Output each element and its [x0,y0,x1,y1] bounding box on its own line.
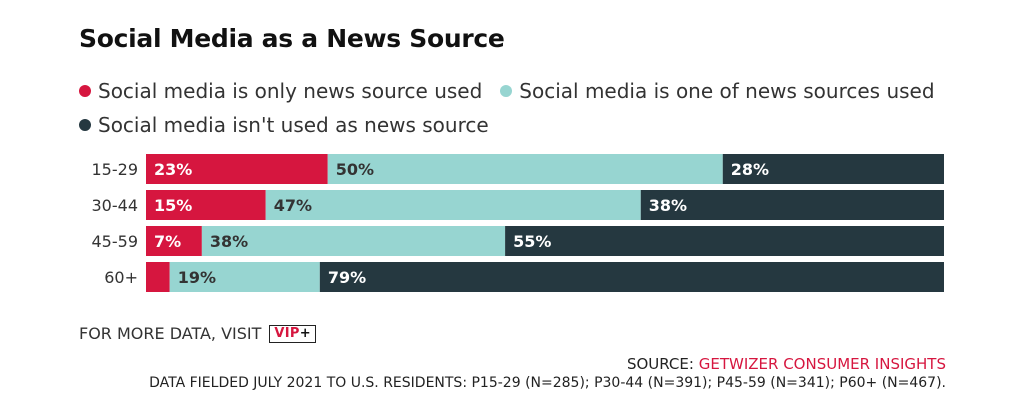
data-label-45-59-series-1: 38% [210,232,248,251]
data-label-15-29-series-2: 28% [731,160,769,179]
data-label-60--series-2: 79% [328,268,366,287]
data-label-45-59-series-0: 7% [154,232,181,251]
chart-title: Social Media as a News Source [79,24,505,53]
bar-segment-30-44-series-1 [265,190,641,220]
chart-legend: Social media is only news source used So… [79,74,979,142]
legend-item-only: Social media is only news source used [79,79,482,103]
fielded-note: DATA FIELDED JULY 2021 TO U.S. RESIDENTS… [149,375,946,391]
vip-text: VIP [274,325,300,341]
legend-swatch-only [79,85,91,97]
y-tick-label-15-29: 15-29 [92,160,139,179]
source-org-link[interactable]: GETWIZER CONSUMER INSIGHTS [698,355,946,373]
source-prefix: SOURCE: [626,355,694,373]
data-label-15-29-series-0: 23% [154,160,192,179]
legend-item-not-used: Social media isn't used as news source [79,113,489,137]
data-label-15-29-series-1: 50% [336,160,374,179]
y-tick-label-30-44: 30-44 [92,196,139,215]
legend-item-one-of: Social media is one of news sources used [500,79,935,103]
more-data-text: FOR MORE DATA, VISIT [79,324,262,343]
vip-plus-sign: + [299,325,311,341]
data-label-60--series-1: 19% [178,268,216,287]
data-label-30-44-series-2: 38% [649,196,687,215]
bar-segment-30-44-series-0 [146,190,266,220]
y-tick-label-45-59: 45-59 [92,232,139,251]
bar-segment-15-29-series-0 [146,154,328,184]
bar-segment-45-59-series-1 [201,226,506,256]
data-label-30-44-series-0: 15% [154,196,192,215]
data-label-45-59-series-2: 55% [513,232,551,251]
bar-segment-60--series-2 [319,262,944,292]
y-tick-label-60-: 60+ [104,268,138,287]
bar-segment-45-59-series-2 [505,226,944,256]
legend-swatch-not-used [79,119,91,131]
more-data-link[interactable]: FOR MORE DATA, VISIT VIP+ [79,324,316,343]
bar-segment-15-29-series-1 [327,154,723,184]
bar-segment-60--series-1 [169,262,320,292]
bar-segment-30-44-series-2 [640,190,944,220]
bar-segment-15-29-series-2 [722,154,944,184]
legend-label-one-of: Social media is one of news sources used [519,79,935,103]
legend-label-only: Social media is only news source used [98,79,483,103]
stacked-bar-chart: 15-29 23% 50% 28% 30-44 15% 47% 38% 45-59 7% 38% 55… [92,154,944,292]
legend-swatch-one-of [500,85,513,97]
data-label-30-44-series-1: 47% [274,196,312,215]
bar-segment-60--series-0 [146,262,170,292]
vip-plus-logo[interactable]: VIP+ [269,324,316,343]
source-line: SOURCE: GETWIZER CONSUMER INSIGHTS [627,355,946,373]
bar-segment-45-59-series-0 [146,226,202,256]
legend-label-not-used: Social media isn't used as news source [98,113,489,137]
